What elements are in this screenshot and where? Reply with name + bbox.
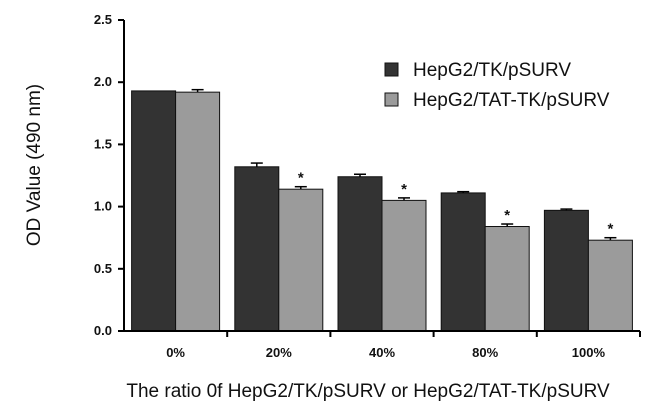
y-axis-title: OD Value (490 nm) [24, 84, 45, 246]
y-tick-label: 0.0 [94, 323, 112, 338]
bar [543, 209, 589, 332]
y-tick-label: 1.0 [94, 199, 112, 214]
bar [381, 199, 427, 332]
legend-label: HepG2/TAT-TK/pSURV [413, 90, 610, 111]
bar [278, 188, 324, 332]
x-tick-label: 100% [572, 345, 606, 360]
significance-marker: * [401, 181, 407, 198]
x-axis: 0% 20% 40% 80% 100% [124, 330, 641, 360]
bar [234, 166, 280, 332]
x-tick-label: 80% [472, 345, 498, 360]
y-tick-label: 2.0 [94, 74, 112, 89]
bar [440, 192, 486, 332]
legend: HepG2/TK/pSURV HepG2/TAT-TK/pSURV [384, 60, 610, 111]
bar [484, 226, 530, 332]
y-tick-label: 1.5 [94, 136, 112, 151]
bar [337, 176, 383, 332]
x-tick-label: 0% [166, 345, 185, 360]
y-axis: 0.0 0.5 1.0 1.5 2.0 2.5 [94, 12, 125, 338]
x-axis-title: The ratio 0f HepG2/TK/pSURV or HepG2/TAT… [126, 381, 610, 402]
y-tick-label: 2.5 [94, 12, 112, 27]
bar [587, 239, 633, 332]
bar [175, 91, 221, 332]
plot-area: * * * * [131, 88, 633, 332]
significance-marker: * [298, 170, 304, 187]
y-tick-label: 0.5 [94, 261, 112, 276]
legend-swatch [384, 92, 399, 107]
legend-swatch [384, 62, 399, 77]
significance-marker: * [504, 207, 510, 224]
x-tick-label: 20% [266, 345, 292, 360]
legend-label: HepG2/TK/pSURV [413, 60, 571, 81]
x-tick-label: 40% [369, 345, 395, 360]
bar [131, 90, 177, 332]
significance-marker: * [607, 221, 613, 238]
